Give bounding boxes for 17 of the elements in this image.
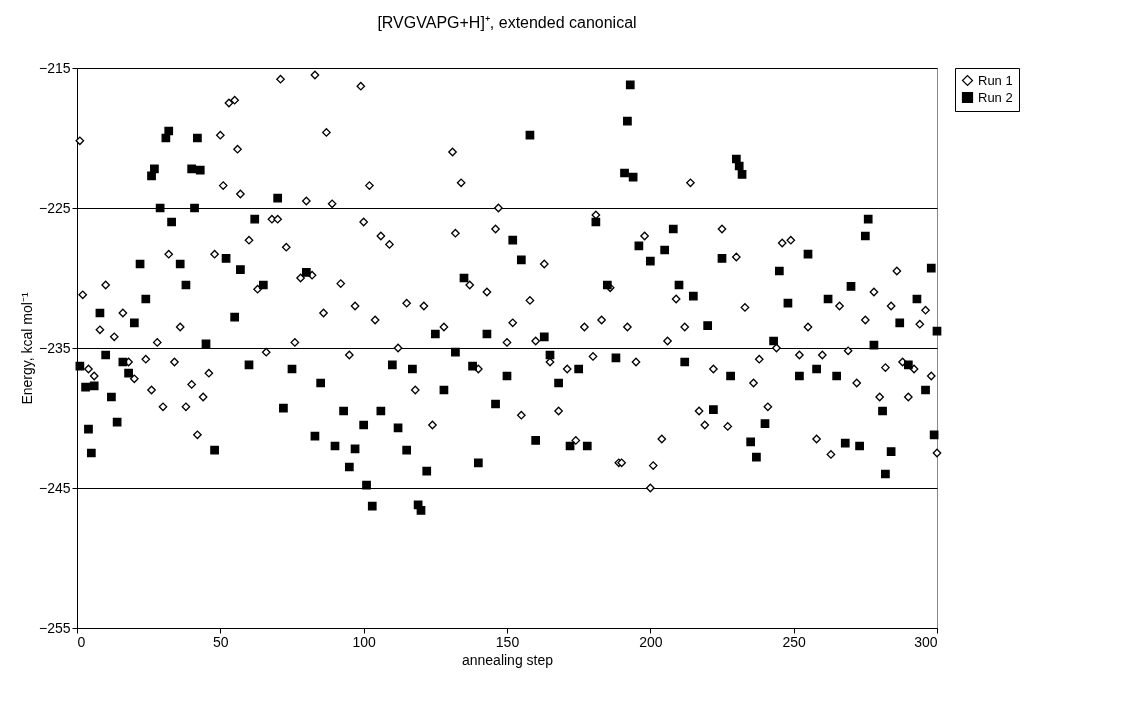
x-tick-label: 200 bbox=[639, 633, 663, 650]
y-tick-label: −225 bbox=[38, 199, 71, 216]
legend-label: Run 2 bbox=[978, 89, 1013, 105]
x-tick-label: 250 bbox=[782, 633, 807, 650]
x-axis-title: annealing step bbox=[461, 651, 554, 668]
x-tick-label: 0 bbox=[77, 633, 86, 650]
legend-label: Run 1 bbox=[978, 72, 1013, 88]
x-tick-label: 100 bbox=[352, 633, 377, 650]
y-tick-label: −255 bbox=[38, 619, 71, 636]
y-tick-label: −235 bbox=[38, 339, 71, 356]
chart-title: [RVGVAPG+H]⁺, extended canonical bbox=[377, 14, 637, 31]
y-tick-label: −245 bbox=[38, 479, 71, 496]
x-tick-label: 50 bbox=[213, 633, 229, 650]
x-tick-label: 150 bbox=[495, 633, 520, 650]
y-axis-title: Energy, kcal mol⁻¹ bbox=[18, 292, 35, 405]
y-tick-label: −215 bbox=[38, 59, 71, 76]
x-tick-label: 300 bbox=[914, 633, 938, 650]
